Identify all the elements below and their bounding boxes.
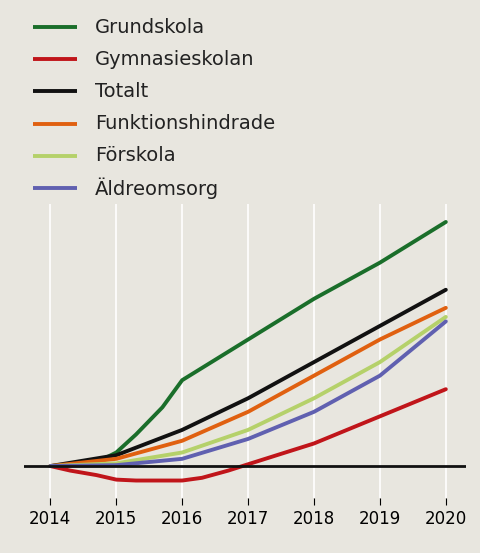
Text: Totalt: Totalt [95,82,148,101]
Text: Förskola: Förskola [95,146,175,165]
Text: Gymnasieskolan: Gymnasieskolan [95,50,254,69]
Text: Funktionshindrade: Funktionshindrade [95,114,275,133]
Text: Äldreomsorg: Äldreomsorg [95,177,219,199]
Text: Grundskola: Grundskola [95,18,205,36]
